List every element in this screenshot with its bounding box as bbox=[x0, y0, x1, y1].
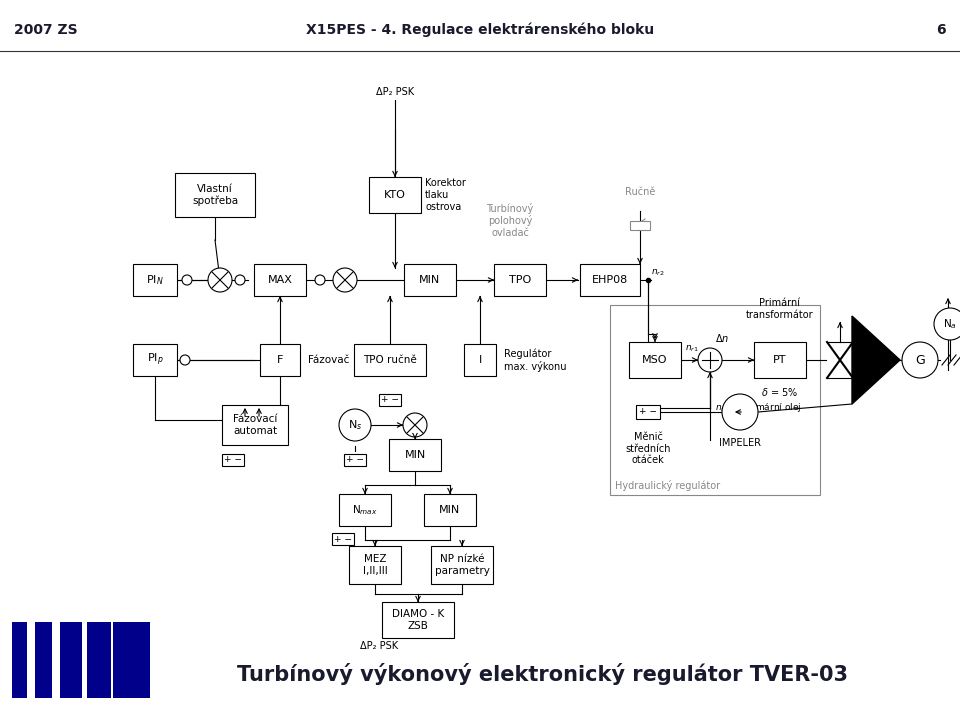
Bar bbox=[349, 546, 401, 584]
Circle shape bbox=[235, 275, 245, 285]
Text: X15PES - 4. Regulace elektrárenského bloku: X15PES - 4. Regulace elektrárenského blo… bbox=[306, 23, 654, 37]
Bar bbox=[629, 342, 681, 378]
Circle shape bbox=[208, 268, 232, 292]
Text: F: F bbox=[276, 355, 283, 365]
Text: DIAMO - K
ZSB: DIAMO - K ZSB bbox=[392, 609, 444, 631]
Text: + −: + − bbox=[334, 535, 352, 544]
Bar bbox=[87, 622, 111, 698]
Bar bbox=[494, 264, 546, 296]
Bar bbox=[175, 173, 255, 217]
Bar bbox=[382, 602, 454, 638]
Bar bbox=[369, 177, 421, 213]
Text: TPO ručně: TPO ručně bbox=[363, 355, 417, 365]
Text: Fázovací
automat: Fázovací automat bbox=[233, 414, 277, 436]
Circle shape bbox=[180, 355, 190, 365]
Text: PI$_N$: PI$_N$ bbox=[146, 273, 164, 287]
Bar bbox=[354, 344, 426, 376]
Bar bbox=[636, 405, 660, 419]
Text: $n_{skut}$ - primární olej: $n_{skut}$ - primární olej bbox=[715, 401, 802, 414]
Bar bbox=[12, 622, 27, 698]
Text: KTO: KTO bbox=[384, 190, 406, 200]
Bar bbox=[404, 264, 456, 296]
Circle shape bbox=[315, 275, 325, 285]
Text: 6: 6 bbox=[936, 23, 946, 37]
Text: PI$_p$: PI$_p$ bbox=[147, 352, 163, 368]
Circle shape bbox=[339, 409, 371, 441]
Bar bbox=[630, 221, 650, 230]
Text: MIN: MIN bbox=[420, 275, 441, 285]
Bar bbox=[133, 344, 177, 376]
Bar bbox=[332, 533, 354, 545]
Text: NP nízké
parametry: NP nízké parametry bbox=[435, 554, 490, 576]
Text: Primární
transformátor: Primární transformátor bbox=[746, 298, 814, 320]
Text: Ručně: Ručně bbox=[625, 187, 655, 197]
Circle shape bbox=[698, 348, 722, 372]
Bar bbox=[464, 344, 496, 376]
Text: ΔP₂ PSK: ΔP₂ PSK bbox=[376, 87, 414, 97]
Text: MIN: MIN bbox=[440, 505, 461, 515]
Bar bbox=[379, 394, 401, 406]
Text: Korektor
tlaku
ostrova: Korektor tlaku ostrova bbox=[425, 178, 466, 212]
Text: + −: + − bbox=[639, 408, 657, 416]
Text: G: G bbox=[915, 353, 924, 367]
Text: MIN: MIN bbox=[404, 450, 425, 460]
Circle shape bbox=[333, 268, 357, 292]
Text: $n_{r1}$: $n_{r1}$ bbox=[685, 343, 699, 354]
Text: + −: + − bbox=[346, 455, 364, 464]
Text: Turbínový výkonový elektronický regulátor TVER-03: Turbínový výkonový elektronický reguláto… bbox=[237, 663, 848, 685]
Circle shape bbox=[722, 394, 758, 430]
Bar bbox=[580, 264, 640, 296]
Bar bbox=[254, 264, 306, 296]
Text: 2007 ZS: 2007 ZS bbox=[14, 23, 78, 37]
Bar bbox=[222, 454, 244, 466]
Text: Fázovač: Fázovač bbox=[308, 355, 349, 365]
Text: + −: + − bbox=[224, 455, 242, 464]
Text: Hydraulický regulátor: Hydraulický regulátor bbox=[615, 480, 720, 491]
Text: Turbínový
polohový
ovladač: Turbínový polohový ovladač bbox=[487, 202, 534, 238]
Bar bbox=[113, 622, 150, 698]
Bar bbox=[260, 344, 300, 376]
Text: $\delta$ = 5%: $\delta$ = 5% bbox=[761, 386, 799, 398]
Text: PT: PT bbox=[773, 355, 787, 365]
Text: N$_a$: N$_a$ bbox=[943, 317, 957, 331]
Circle shape bbox=[182, 275, 192, 285]
Text: Měnič
středních
otáček: Měnič středních otáček bbox=[625, 432, 671, 465]
Bar bbox=[424, 494, 476, 526]
Text: MEZ
I,II,III: MEZ I,II,III bbox=[363, 554, 388, 576]
Bar bbox=[133, 264, 177, 296]
Text: N$_s$: N$_s$ bbox=[348, 418, 362, 432]
Bar bbox=[610, 305, 820, 495]
Circle shape bbox=[403, 413, 427, 437]
Circle shape bbox=[934, 308, 960, 340]
Bar bbox=[389, 439, 441, 471]
Text: Vlastní
spotřeba: Vlastní spotřeba bbox=[192, 184, 238, 206]
Text: MSO: MSO bbox=[642, 355, 668, 365]
Bar bbox=[754, 342, 806, 378]
Polygon shape bbox=[852, 316, 900, 404]
Text: MAX: MAX bbox=[268, 275, 293, 285]
Bar bbox=[431, 546, 493, 584]
Text: $n_{r2}$: $n_{r2}$ bbox=[651, 267, 664, 278]
Text: $\Delta n$: $\Delta n$ bbox=[715, 332, 730, 344]
Text: + −: + − bbox=[381, 396, 399, 404]
Text: IMPELER: IMPELER bbox=[719, 438, 761, 448]
Bar bbox=[339, 494, 391, 526]
Circle shape bbox=[902, 342, 938, 378]
Text: N$_{max}$: N$_{max}$ bbox=[352, 503, 378, 517]
Bar bbox=[222, 405, 288, 445]
Bar bbox=[344, 454, 366, 466]
Text: EHP08: EHP08 bbox=[592, 275, 628, 285]
Bar bbox=[35, 622, 52, 698]
Text: I: I bbox=[478, 355, 482, 365]
Text: TPO: TPO bbox=[509, 275, 531, 285]
Bar bbox=[60, 622, 82, 698]
Text: Regulátor
max. výkonu: Regulátor max. výkonu bbox=[504, 348, 566, 372]
Text: ΔP₂ PSK: ΔP₂ PSK bbox=[360, 641, 398, 651]
